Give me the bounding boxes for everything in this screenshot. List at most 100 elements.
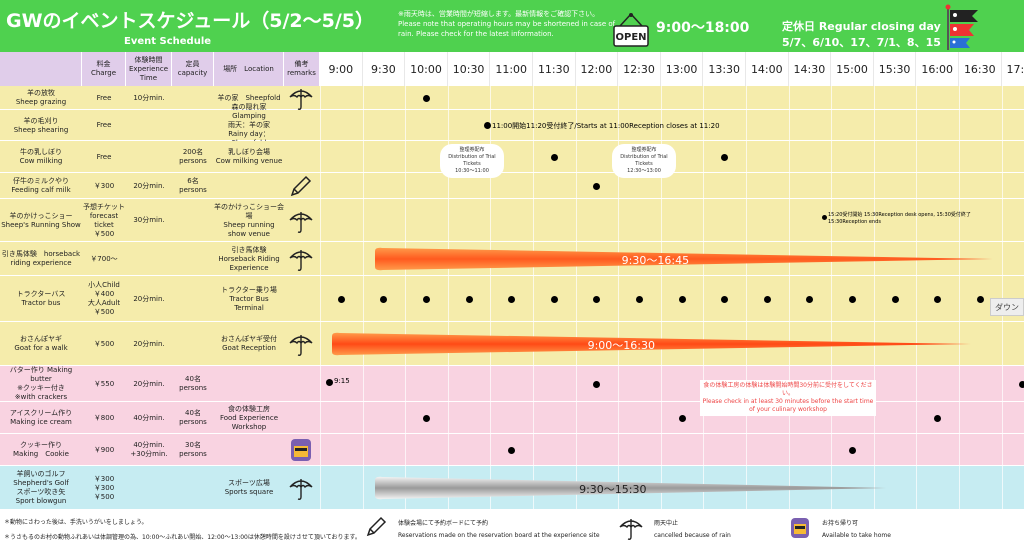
first-time-label: 9:15 [334, 377, 350, 385]
event-capacity: 40名 persons [179, 375, 207, 392]
time-dot [326, 378, 333, 386]
umbrella-icon [289, 250, 313, 271]
event-name: 羊飼いのゴルフ Shepherd's Golf スポーツ吹き矢 Sport bl… [13, 470, 69, 505]
time-range-label: 9:30〜16:45 [621, 254, 690, 267]
grid-line [703, 52, 705, 510]
time-range-bar [374, 476, 886, 500]
grid-line [873, 52, 875, 510]
event-name: 牛の乳しぼり Cow milking [19, 148, 63, 165]
bubble-line: 10:30〜11:00 [455, 168, 489, 174]
page-subtitle: Event Schedule [124, 36, 212, 47]
running-show-note: 15:20受付開始 15:30Reception desk opens, 15:… [828, 212, 971, 225]
bubble-line: Distribution of Trial Tickets [620, 154, 668, 167]
event-location: 森の隠れ家 Glamping 雨天：羊の家 Rainy day：Sheepfol… [228, 103, 270, 147]
pencil-icon [290, 175, 312, 197]
event-charge: Free [96, 121, 112, 129]
event-charge: ￥900 [93, 445, 115, 454]
umbrella-icon [289, 89, 313, 110]
event-duration: 30分min. [133, 216, 165, 224]
table-row [0, 86, 1024, 110]
grid-line [959, 52, 960, 510]
time-col-header: 15:00 [831, 52, 874, 86]
umbrella-icon [289, 211, 313, 233]
event-location: 羊の家 Sheepfold [217, 93, 281, 102]
event-location: 引き馬体験 Horseback Riding Experience [218, 245, 280, 272]
time-col-header: 12:00 [575, 52, 619, 86]
table-row [0, 141, 1024, 173]
time-col-header: 10:00 [405, 52, 448, 86]
open-sign-icon: OPEN [613, 13, 649, 47]
grid-line [320, 52, 321, 510]
grid-line [660, 52, 662, 510]
grid-line [575, 52, 577, 510]
legend-takeout-en: Available to take home [822, 532, 891, 539]
time-dot [721, 295, 729, 303]
workshop-note-line: 食の体験工房の体験は体験開始時間30分前に受付をしてください。 [703, 382, 873, 397]
page-title: GWのイベントスケジュール（5/2〜5/5） [6, 10, 374, 32]
time-dot [763, 295, 771, 303]
event-name: バター作り Making butter ※クッキー付き ※with cracke… [9, 366, 73, 401]
time-col-header: 9:00 [320, 52, 363, 86]
bubble-line: 整理券配布 [459, 147, 485, 153]
table-row [0, 110, 1024, 141]
umbrella-icon [289, 335, 313, 356]
time-dot [849, 446, 856, 454]
time-dot [484, 122, 491, 129]
row-divider [0, 365, 1024, 366]
event-charge: ￥700〜 [90, 254, 118, 263]
time-dot [550, 153, 558, 161]
time-dot [593, 295, 601, 303]
takeout-icon [791, 518, 809, 538]
row-divider [0, 172, 1024, 173]
takeout-icon [291, 439, 311, 461]
grid-line [831, 52, 833, 510]
table-row [0, 173, 1024, 199]
time-col-header: 11:00 [490, 52, 533, 86]
legend-takeout-ja: お持ち帰り可 [822, 520, 859, 527]
opening-hours: 9:00〜18:00 [656, 20, 750, 36]
event-capacity: 6名 persons [179, 177, 207, 194]
umbrella-icon [289, 479, 313, 500]
column-header-row: 料金 Charge 体験時間 Experience Time 定員 capaci… [0, 52, 1024, 86]
event-charge: ￥500 [93, 339, 115, 348]
event-capacity [172, 86, 214, 110]
event-charge: 予想チケット forecast ticket ￥500 [83, 202, 125, 238]
event-location: 食の体験工房 Food Experience Workshop [219, 404, 279, 431]
col-time: 体験時間 Experience Time [126, 52, 172, 86]
event-charge: ￥300 ￥300 ￥500 [93, 474, 115, 501]
time-range-label: 9:30〜15:30 [579, 483, 647, 496]
event-name: アイスクリーム作り Making ice cream [9, 409, 73, 426]
time-col-header: 9:30 [362, 52, 406, 86]
umbrella-icon [619, 519, 643, 540]
event-location: おさんぽヤギ受付 Goat Reception [221, 335, 277, 352]
grid-line [788, 52, 790, 510]
time-dot [934, 414, 942, 422]
row-divider [0, 509, 1024, 510]
event-capacity [172, 276, 214, 322]
event-duration: 20分min. [133, 181, 165, 190]
event-capacity [172, 110, 214, 141]
event-capacity [172, 242, 214, 276]
event-location: トラクター乗り場 Tractor Bus Terminal [221, 285, 277, 312]
time-col-header: 14:00 [746, 52, 789, 86]
event-duration: 10分min. [133, 93, 165, 102]
event-charge: 小人Child ￥400 大人Adult ￥500 [87, 281, 121, 316]
event-capacity [172, 199, 214, 242]
pencil-icon [366, 516, 387, 537]
col-remarks: 備考 remarks [284, 52, 320, 86]
event-location [214, 366, 284, 402]
time-dot [423, 295, 430, 303]
row-divider [0, 109, 1024, 110]
time-dot [678, 295, 686, 303]
grid-line [746, 52, 747, 510]
header-bar: GWのイベントスケジュール（5/2〜5/5） Event Schedule ※雨… [0, 0, 1024, 52]
event-charge: Free [96, 152, 112, 161]
ticket-bubble: 整理券配布 Distribution of Trial Tickets 10:30〜… [440, 144, 504, 178]
time-col-header: 16:00 [916, 52, 959, 86]
time-range-bar [332, 332, 971, 356]
legend-pencil-en: Reservations made on the reservation boa… [398, 532, 600, 539]
event-location [214, 173, 284, 199]
time-dot [337, 295, 345, 303]
event-name: クッキー作り Making Cookie [13, 441, 69, 458]
event-duration [126, 110, 172, 141]
